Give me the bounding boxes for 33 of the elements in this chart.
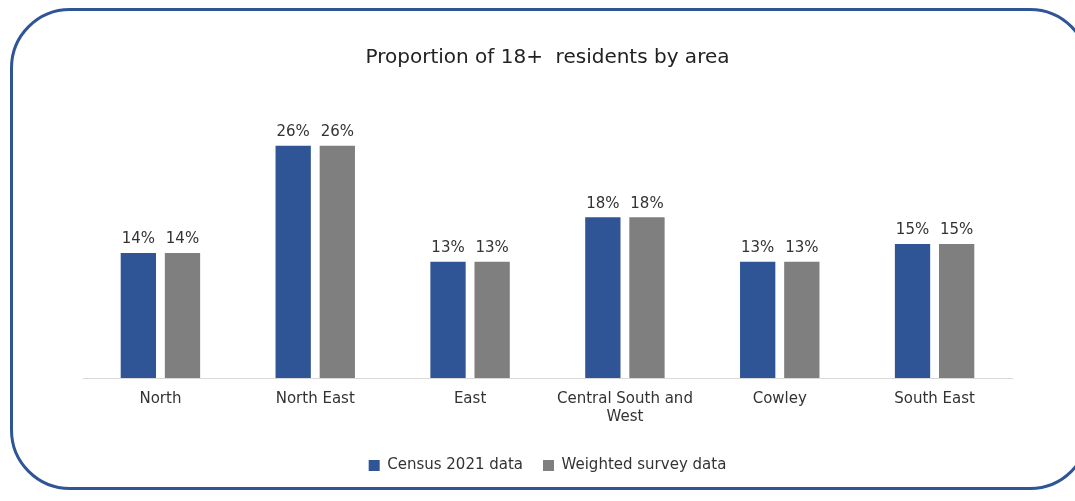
legend-label: Census 2021 data [387,455,524,474]
data-label: 14% [121,229,156,248]
data-label: 13% [431,238,465,257]
bar [939,244,975,378]
data-label: 18% [630,193,664,212]
bar [120,252,156,378]
data-label: 18% [586,193,620,212]
bar [164,252,201,378]
x-tick-label: South East [894,388,976,407]
x-tick-label: Central South and West [556,388,693,425]
bar [585,217,621,378]
data-label: 13% [785,238,819,257]
data-label: 14% [165,229,200,248]
bar [784,261,820,378]
data-label: 13% [741,238,775,257]
bar [740,261,776,378]
data-label: 26% [276,122,310,141]
bar [430,261,466,378]
bar [629,217,665,378]
data-label: 26% [320,122,354,141]
x-tick-label: Cowley [752,388,807,407]
chart-title: Proportion of 18+ residents by area [365,44,730,69]
x-tick-label: North [139,388,182,407]
bar [894,244,931,378]
bar [275,145,311,378]
x-tick-label: East [453,388,487,407]
x-tick-label: North East [275,388,355,407]
bar [474,261,510,378]
legend-label: Weighted survey data [561,455,727,474]
data-label: 15% [895,220,930,239]
data-label: 15% [939,220,974,239]
data-label: 13% [475,238,509,257]
bar [319,145,355,378]
